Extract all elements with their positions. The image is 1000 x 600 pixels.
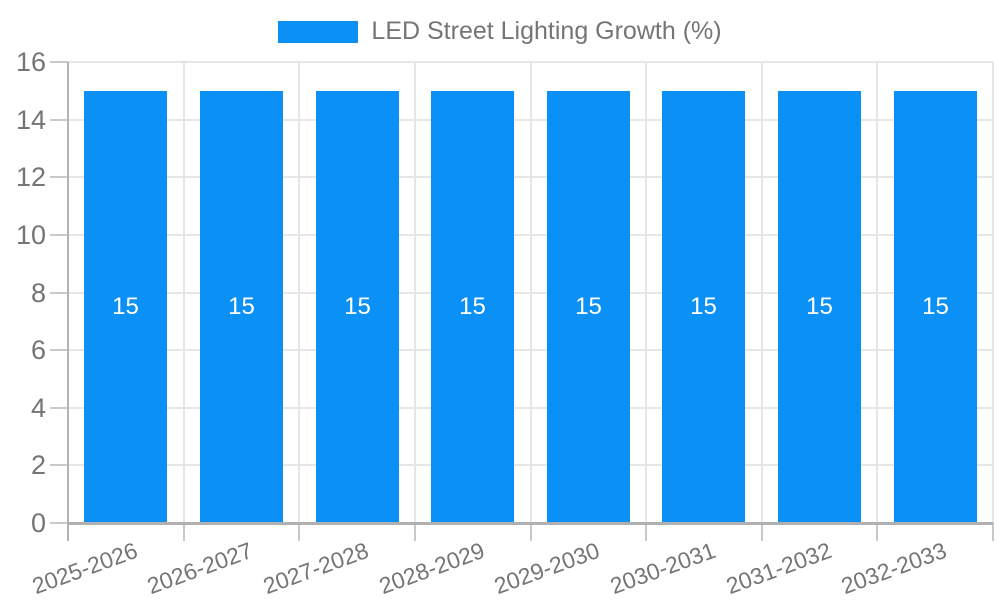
y-tick — [50, 464, 68, 467]
bar-value-label: 15 — [228, 293, 255, 320]
bar-value-label: 15 — [459, 293, 486, 320]
y-tick-label: 8 — [30, 277, 46, 308]
x-tick — [876, 523, 879, 541]
bar — [547, 90, 630, 523]
y-tick — [50, 406, 68, 409]
x-tick-label: 2028-2029 — [375, 537, 488, 600]
x-grid-line — [298, 62, 301, 523]
y-tick — [50, 61, 68, 63]
y-tick-label: 0 — [30, 508, 46, 538]
x-grid-line — [645, 62, 648, 523]
bar-value-label: 15 — [806, 293, 833, 320]
legend-swatch — [278, 20, 359, 43]
bar — [778, 90, 861, 523]
y-tick-label: 14 — [15, 104, 46, 135]
y-tick-label: 12 — [15, 162, 46, 193]
legend-label: LED Street Lighting Growth (%) — [371, 17, 722, 45]
bar-value-label: 15 — [690, 293, 717, 320]
bar — [316, 90, 399, 523]
x-tick — [529, 523, 532, 541]
x-tick-label: 2030-2031 — [606, 537, 719, 600]
x-grid-line — [992, 62, 994, 523]
y-axis-line — [67, 62, 69, 541]
y-tick-label: 16 — [15, 47, 46, 77]
y-tick-label: 4 — [30, 392, 46, 423]
bar-value-label: 15 — [575, 293, 602, 320]
legend-item[interactable]: LED Street Lighting Growth (%) — [278, 17, 722, 46]
x-tick-label: 2027-2028 — [259, 537, 372, 600]
x-tick-label: 2026-2027 — [144, 537, 257, 600]
bar-value-label: 15 — [344, 293, 371, 320]
x-tick — [413, 523, 416, 541]
x-tick-label: 2032-2033 — [837, 537, 951, 600]
x-tick — [182, 523, 185, 541]
x-tick-label: 2029-2030 — [490, 537, 604, 600]
y-tick — [50, 349, 68, 352]
y-tick — [50, 176, 68, 179]
x-grid-line — [529, 62, 532, 523]
bar — [84, 90, 167, 523]
x-grid-line — [760, 62, 763, 523]
y-tick — [50, 291, 68, 294]
y-tick-label: 10 — [15, 219, 46, 250]
bar — [894, 90, 977, 523]
x-tick — [760, 523, 763, 541]
x-tick — [298, 523, 301, 541]
x-grid-line — [413, 62, 416, 523]
bar — [200, 90, 283, 523]
y-tick — [50, 233, 68, 236]
y-tick-label: 2 — [30, 450, 46, 481]
bar — [662, 90, 745, 523]
x-grid-line — [876, 62, 879, 523]
x-tick — [645, 523, 648, 541]
legend: LED Street Lighting Growth (%) — [0, 17, 1000, 46]
x-tick-label: 2031-2032 — [722, 537, 835, 600]
x-axis-line — [67, 522, 993, 525]
x-grid-line — [182, 62, 185, 523]
y-tick-label: 6 — [30, 335, 46, 366]
y-tick — [50, 522, 68, 524]
x-tick — [992, 523, 994, 541]
bar-value-label: 15 — [922, 293, 949, 320]
y-tick — [50, 118, 68, 121]
bar-value-label: 15 — [112, 293, 139, 320]
x-tick-label: 2025-2026 — [28, 537, 141, 600]
bar — [431, 90, 514, 523]
